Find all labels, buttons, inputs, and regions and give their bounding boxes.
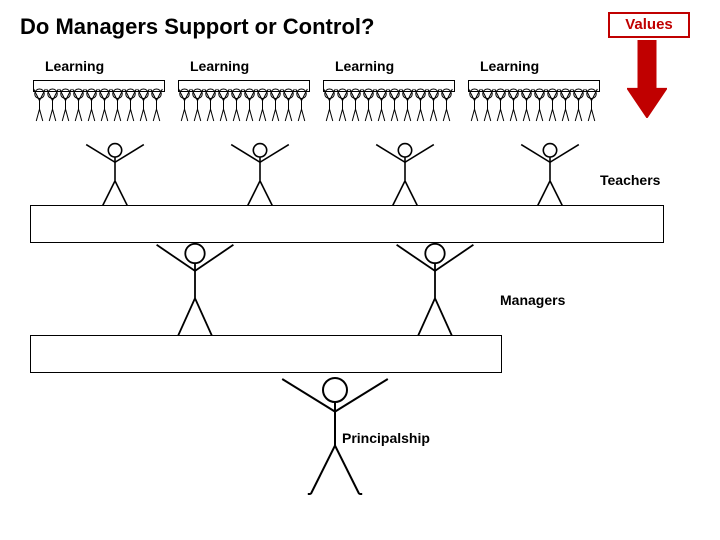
principalship-label: Principalship: [342, 430, 430, 446]
student-crowd-icon: [323, 88, 453, 122]
managers-label: Managers: [500, 292, 565, 308]
teachers-beam: [30, 205, 664, 243]
values-box: Values: [608, 12, 690, 38]
teacher-figure-icon: [375, 142, 435, 209]
student-crowd-icon: [468, 88, 598, 122]
learning-label: Learning: [480, 58, 610, 74]
slide-title: Do Managers Support or Control?: [20, 14, 374, 40]
teacher-figure-icon: [520, 142, 580, 209]
learning-label: Learning: [45, 58, 175, 74]
learning-label: Learning: [190, 58, 320, 74]
manager-figure-icon: [155, 242, 235, 339]
teachers-label: Teachers: [600, 172, 660, 188]
values-arrow-icon: [627, 40, 667, 118]
student-crowd-icon: [178, 88, 308, 122]
manager-figure-icon: [395, 242, 475, 339]
student-crowd-icon: [33, 88, 163, 122]
learning-label: Learning: [335, 58, 465, 74]
managers-beam: [30, 335, 502, 373]
teacher-figure-icon: [85, 142, 145, 209]
teacher-figure-icon: [230, 142, 290, 209]
